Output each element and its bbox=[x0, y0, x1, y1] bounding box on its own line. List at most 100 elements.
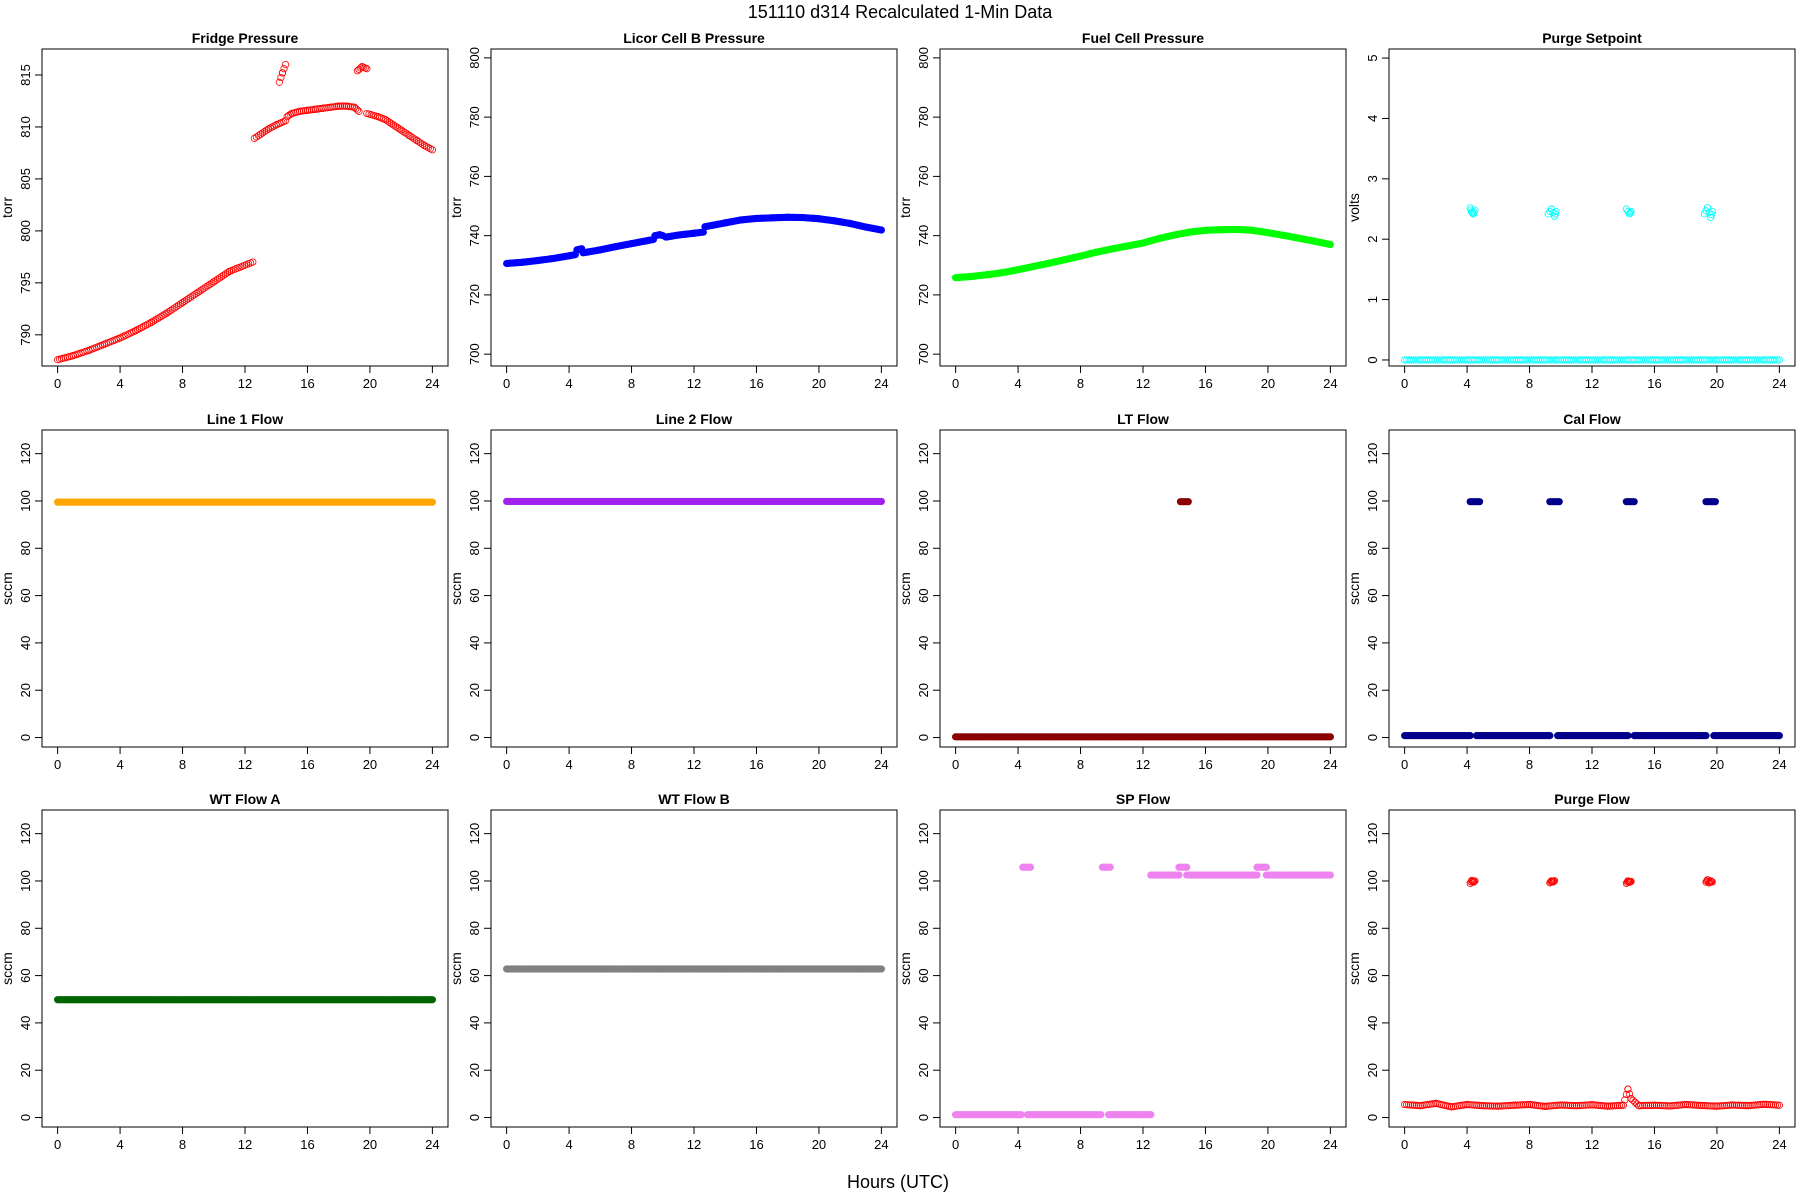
x-tick-label: 0 bbox=[503, 757, 510, 772]
point bbox=[1701, 1102, 1709, 1110]
point bbox=[1656, 1101, 1664, 1110]
x-tick-label: 8 bbox=[179, 757, 186, 772]
x-tick-label: 12 bbox=[238, 376, 252, 391]
point bbox=[1699, 1101, 1707, 1110]
point bbox=[281, 117, 290, 125]
data-points bbox=[952, 498, 1334, 741]
point bbox=[1184, 498, 1192, 506]
point bbox=[1578, 1101, 1586, 1109]
point bbox=[1494, 1102, 1502, 1110]
point bbox=[212, 276, 220, 285]
data-points bbox=[1401, 876, 1783, 1111]
panel-title: Purge Setpoint bbox=[1542, 30, 1642, 46]
point bbox=[1550, 877, 1559, 885]
point bbox=[363, 65, 371, 73]
point bbox=[387, 119, 395, 128]
x-tick-label: 0 bbox=[952, 757, 959, 772]
point bbox=[397, 126, 405, 134]
y-axis-label: sccm bbox=[448, 952, 464, 985]
y-tick-label: 700 bbox=[467, 343, 482, 365]
data-points bbox=[952, 225, 1334, 282]
point bbox=[202, 283, 210, 291]
point bbox=[188, 292, 196, 300]
point bbox=[1326, 733, 1334, 741]
point bbox=[1658, 1101, 1666, 1110]
point bbox=[385, 118, 394, 126]
point bbox=[1619, 1101, 1627, 1109]
y-tick-label: 810 bbox=[18, 116, 33, 138]
x-tick-label: 0 bbox=[1401, 757, 1408, 772]
point bbox=[1547, 205, 1556, 213]
y-tick-label: 100 bbox=[18, 870, 33, 892]
point bbox=[1705, 879, 1713, 887]
point bbox=[275, 78, 283, 86]
point bbox=[1550, 877, 1558, 885]
point bbox=[1468, 209, 1477, 217]
x-tick-label: 16 bbox=[300, 1137, 314, 1152]
point bbox=[1660, 1102, 1668, 1110]
y-tick-label: 780 bbox=[916, 106, 931, 128]
data-points bbox=[54, 498, 436, 506]
plot-frame bbox=[41, 429, 449, 748]
y-tick-label: 80 bbox=[18, 921, 33, 935]
y-tick-label: 20 bbox=[467, 683, 482, 697]
x-tick-label: 20 bbox=[1261, 1137, 1275, 1152]
panel-title: WT Flow B bbox=[658, 791, 730, 807]
point bbox=[1473, 1101, 1481, 1109]
series-1 bbox=[250, 117, 290, 142]
y-axis-label: sccm bbox=[0, 572, 15, 605]
y-tick-label: 20 bbox=[1365, 1063, 1380, 1077]
y-tick-label: 100 bbox=[467, 870, 482, 892]
y-tick-label: 795 bbox=[18, 272, 33, 294]
series-7 bbox=[1183, 871, 1261, 879]
y-tick-label: 40 bbox=[467, 1016, 482, 1030]
point bbox=[1609, 1102, 1618, 1110]
point bbox=[1697, 1101, 1705, 1110]
point bbox=[1672, 1101, 1680, 1110]
y-tick-label: 60 bbox=[18, 588, 33, 602]
plot-frame bbox=[939, 809, 1347, 1128]
x-tick-label: 0 bbox=[952, 376, 959, 391]
data-points bbox=[54, 60, 436, 364]
point bbox=[424, 144, 433, 152]
point bbox=[1736, 1101, 1744, 1109]
point bbox=[1488, 1102, 1497, 1110]
point bbox=[411, 135, 419, 143]
point bbox=[1708, 878, 1716, 886]
series-7 bbox=[1622, 498, 1638, 506]
y-tick-label: 4 bbox=[1365, 115, 1380, 122]
y-tick-label: 700 bbox=[916, 343, 931, 365]
x-tick-label: 20 bbox=[812, 757, 826, 772]
point bbox=[1463, 1100, 1471, 1109]
point bbox=[1522, 1101, 1530, 1109]
series-6 bbox=[1175, 863, 1191, 871]
x-tick-label: 12 bbox=[238, 1137, 252, 1152]
point bbox=[413, 136, 421, 145]
point bbox=[1561, 1101, 1569, 1109]
y-tick-label: 80 bbox=[467, 541, 482, 555]
point bbox=[1516, 1101, 1524, 1109]
point bbox=[163, 309, 171, 317]
point bbox=[1580, 1101, 1588, 1109]
y-tick-label: 40 bbox=[916, 1016, 931, 1030]
point bbox=[200, 284, 208, 292]
y-tick-label: 100 bbox=[1365, 490, 1380, 512]
point bbox=[340, 102, 349, 110]
y-axis-label: torr bbox=[897, 197, 913, 218]
x-tick-label: 4 bbox=[116, 1137, 123, 1152]
panel-title: Purge Flow bbox=[1554, 791, 1630, 807]
point bbox=[1760, 1100, 1768, 1108]
point bbox=[1732, 1101, 1741, 1109]
point bbox=[1723, 1101, 1731, 1110]
point bbox=[335, 102, 343, 110]
point bbox=[1748, 1101, 1756, 1109]
point bbox=[1769, 1101, 1778, 1109]
x-tick-label: 16 bbox=[1647, 757, 1661, 772]
panel-title: WT Flow A bbox=[209, 791, 280, 807]
point bbox=[1175, 871, 1183, 879]
point bbox=[1512, 1101, 1520, 1109]
point bbox=[1262, 863, 1270, 871]
point bbox=[428, 498, 436, 506]
x-tick-label: 16 bbox=[1198, 376, 1212, 391]
